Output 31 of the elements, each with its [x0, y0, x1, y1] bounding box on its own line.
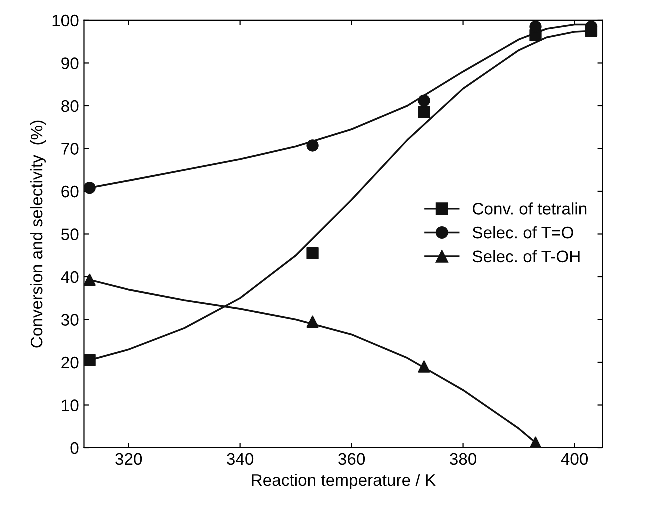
y-tick-label: 30: [61, 314, 79, 326]
legend-label: Conv. of tetralin: [473, 202, 587, 215]
point: [306, 316, 319, 328]
x-tick-label: 380: [450, 453, 477, 466]
y-tick-label: 100: [52, 14, 79, 27]
point: [418, 360, 430, 373]
y-tick-label: 0: [70, 442, 79, 454]
legend-label: Selec. of T=O: [472, 226, 574, 239]
y-tick-label: 20: [62, 356, 79, 369]
point: [84, 354, 96, 366]
y-tick-label: 80: [62, 100, 79, 112]
y-tick-label: 60: [62, 186, 79, 198]
point: [530, 436, 542, 448]
y-tick-label: 10: [62, 400, 79, 412]
point: [418, 106, 430, 118]
point: [84, 274, 96, 286]
point: [84, 182, 96, 194]
point: [306, 140, 319, 152]
x-axis-title: Reaction temperature / K: [252, 474, 436, 490]
x-tick-label: 400: [561, 453, 588, 466]
legend-label: Selec. of T-OH: [472, 250, 580, 263]
point: [306, 247, 319, 260]
y-axis-title: Conversion and selectivity (%): [30, 120, 46, 348]
y-tick-label: 90: [62, 58, 79, 70]
x-tick-label: 340: [227, 453, 254, 466]
y-tick-label: 50: [62, 228, 79, 240]
point: [418, 94, 430, 107]
y-tick-label: 70: [62, 143, 79, 155]
x-tick-label: 320: [116, 453, 142, 466]
x-tick-label: 360: [338, 453, 366, 466]
y-tick-label: 40: [61, 271, 79, 284]
